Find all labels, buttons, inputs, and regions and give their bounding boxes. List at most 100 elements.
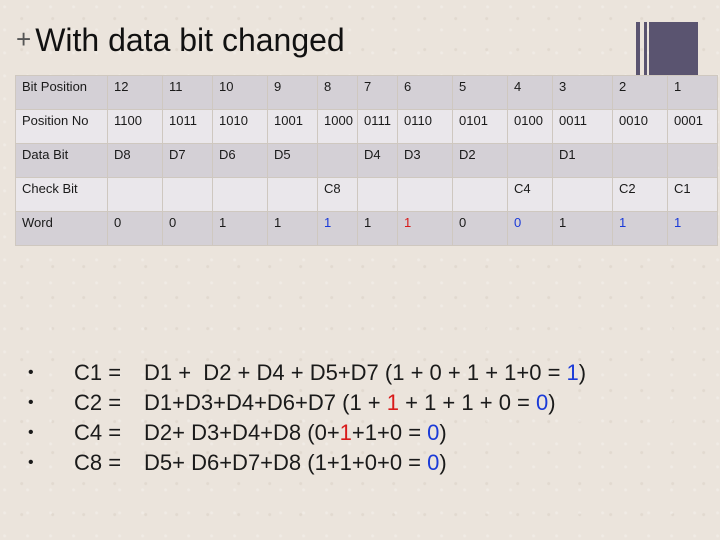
formula-lhs: C8 = [74, 450, 122, 475]
table-cell: 4 [507, 75, 553, 110]
formula-term: 1 [386, 390, 400, 415]
accent-bar-1 [636, 22, 640, 82]
formula-rhs: D5+ D6+D7+D8 (1+1+0+0 = 0) [144, 448, 447, 478]
formula-term: 0 [427, 450, 440, 475]
formula-term: D1+D3+D4+D6+D7 (1 + [144, 390, 387, 415]
formula-term: 1 [566, 360, 579, 385]
table-cell: 6 [397, 75, 453, 110]
table-cell [612, 143, 668, 178]
slide-title-text: With data bit changed [35, 22, 345, 58]
table-cell: 1011 [162, 109, 213, 144]
table-cell: 1 [357, 211, 398, 246]
table-cell: C4 [507, 177, 553, 212]
table-cell: D2 [452, 143, 508, 178]
table-cell: D4 [357, 143, 398, 178]
accent-block [649, 22, 698, 82]
formula-term: + 1 + 1 + 0 = [399, 390, 537, 415]
hamming-table: Bit Position 12 11 10 9 8 7 6 5 4 3 2 1 Position No 11… [15, 75, 718, 246]
bullet-icon: • [28, 424, 34, 441]
accent-bar-2 [644, 22, 647, 82]
table-cell: 0 [107, 211, 163, 246]
table-cell: D3 [397, 143, 453, 178]
table-cell: 1 [212, 211, 268, 246]
table-cell: 1 [667, 75, 718, 110]
table-cell: 0 [507, 211, 553, 246]
formula-term: 0 [536, 390, 549, 415]
formula-term: ) [548, 390, 556, 415]
table-cell: D1 [552, 143, 613, 178]
table-cell [267, 177, 318, 212]
table-cell: D8 [107, 143, 163, 178]
table-cell: 1000 [317, 109, 358, 144]
table-cell [357, 177, 398, 212]
bullet-icon: • [28, 364, 34, 381]
row-label: Check Bit [15, 177, 108, 212]
table-cell: D6 [212, 143, 268, 178]
table-cell: 2 [612, 75, 668, 110]
table-cell: D7 [162, 143, 213, 178]
table-cell: 1100 [107, 109, 163, 144]
table-cell: 0101 [452, 109, 508, 144]
table-cell [452, 177, 508, 212]
formula-term: ) [439, 420, 447, 445]
table-cell: C8 [317, 177, 358, 212]
table-cell: 1 [317, 211, 358, 246]
formula-term: D2+ D3+D4+D8 (0+ [144, 420, 340, 445]
formula-lhs: C4 = [74, 420, 122, 445]
table-cell: 0010 [612, 109, 668, 144]
formula-rhs: D1 + D2 + D4 + D5+D7 (1 + 0 + 1 + 1+0 = … [144, 358, 586, 388]
table-cell [317, 143, 358, 178]
table-cell: 1 [267, 211, 318, 246]
table-cell: 0 [162, 211, 213, 246]
table-cell: 11 [162, 75, 213, 110]
formula-rhs: D2+ D3+D4+D8 (0+1+1+0 = 0) [144, 418, 447, 448]
slide-title: + With data bit changed [16, 22, 345, 59]
table-cell: 1 [667, 211, 718, 246]
table-cell: 1 [612, 211, 668, 246]
plus-icon: + [16, 24, 32, 54]
table-cell [162, 177, 213, 212]
table-row: Bit Position 12 11 10 9 8 7 6 5 4 3 2 1 [15, 75, 718, 110]
table-row: Data Bit D8 D7 D6 D5 D4 D3 D2 D1 [15, 143, 718, 178]
table-cell [552, 177, 613, 212]
table-cell: 0001 [667, 109, 718, 144]
row-label: Word [15, 211, 108, 246]
table-cell [212, 177, 268, 212]
row-label: Data Bit [15, 143, 108, 178]
table-cell: 1 [397, 211, 453, 246]
formula-rhs: D1+D3+D4+D6+D7 (1 + 1 + 1 + 1 + 0 = 0) [144, 388, 556, 418]
formula-term: ) [439, 450, 447, 475]
table-cell: 1 [552, 211, 613, 246]
table-cell: 0110 [397, 109, 453, 144]
table-cell: 0100 [507, 109, 553, 144]
table-cell [667, 143, 718, 178]
formula-item: • C8 = D5+ D6+D7+D8 (1+1+0+0 = 0) [28, 448, 586, 478]
table-cell [507, 143, 553, 178]
table-row: Word 0 0 1 1 1 1 1 0 0 1 1 1 [15, 211, 718, 246]
formula-item: • C2 = D1+D3+D4+D6+D7 (1 + 1 + 1 + 1 + 0 =… [28, 388, 586, 418]
formula-term: D5+ D6+D7+D8 (1+1+0+0 = [144, 450, 428, 475]
table-cell: 0011 [552, 109, 613, 144]
row-label: Bit Position [15, 75, 108, 110]
formula-term: +1+0 = [351, 420, 428, 445]
table-cell: 8 [317, 75, 358, 110]
formula-term: 0 [427, 420, 440, 445]
formula-lhs: C1 = [74, 360, 122, 385]
formula-term: ) [578, 360, 587, 385]
formula-term: D1 + D2 + D4 + D5+D7 (1 + 0 + 1 + 1+0 = [144, 360, 567, 385]
formula-item: • C1 = D1 + D2 + D4 + D5+D7 (1 + 0 + 1 + 1… [28, 358, 586, 388]
table-cell: D5 [267, 143, 318, 178]
table-cell: 3 [552, 75, 613, 110]
table-row: Check Bit C8 C4 C2 C1 [15, 177, 718, 212]
bullet-icon: • [28, 454, 34, 471]
table-cell: 1010 [212, 109, 268, 144]
table-cell: 1001 [267, 109, 318, 144]
table-cell: 9 [267, 75, 318, 110]
table-cell: 12 [107, 75, 163, 110]
table-cell: 10 [212, 75, 268, 110]
table-cell: C1 [667, 177, 718, 212]
table-cell: 0111 [357, 109, 398, 144]
table-cell: 0 [452, 211, 508, 246]
table-cell: C2 [612, 177, 668, 212]
table-cell: 7 [357, 75, 398, 110]
